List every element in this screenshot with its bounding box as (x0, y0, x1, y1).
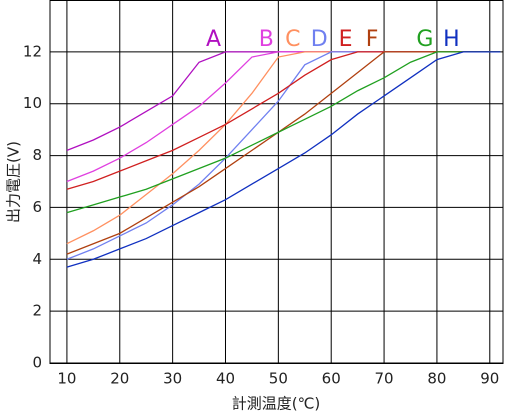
series-line (66, 51, 501, 255)
series-label: A (206, 27, 221, 52)
series-line (66, 51, 501, 151)
x-tick-label: 30 (163, 370, 182, 388)
x-tick-label: 60 (322, 370, 341, 388)
x-axis-label: 計測温度(℃) (232, 395, 321, 413)
series-label: F (366, 27, 379, 52)
y-tick-label: 12 (23, 42, 42, 60)
series-label: B (259, 27, 274, 52)
series-label: D (311, 27, 328, 52)
series-label: G (416, 27, 433, 52)
y-tick-label: 10 (23, 94, 42, 112)
series-line (66, 51, 501, 214)
series-label: C (285, 27, 300, 52)
y-axis-label: 出力電圧(V) (5, 141, 23, 223)
series-label: E (339, 27, 353, 52)
y-tick-label: 2 (32, 302, 42, 320)
y-tick-label: 4 (32, 250, 42, 268)
x-tick-label: 20 (110, 370, 129, 388)
x-tick-label: 70 (375, 370, 394, 388)
series-line (66, 51, 501, 183)
series-label: H (443, 27, 460, 52)
series-line (66, 51, 501, 245)
plot-frame (49, 0, 504, 364)
x-tick-label: 80 (427, 370, 446, 388)
y-tick-label: 0 (32, 354, 42, 372)
y-tick-label: 8 (32, 146, 42, 164)
x-tick-label: 40 (216, 370, 235, 388)
x-tick-label: 10 (57, 370, 76, 388)
y-tick-label: 6 (32, 198, 42, 216)
series-line (66, 51, 501, 268)
x-tick-label: 90 (480, 370, 499, 388)
x-tick-label: 50 (269, 370, 288, 388)
